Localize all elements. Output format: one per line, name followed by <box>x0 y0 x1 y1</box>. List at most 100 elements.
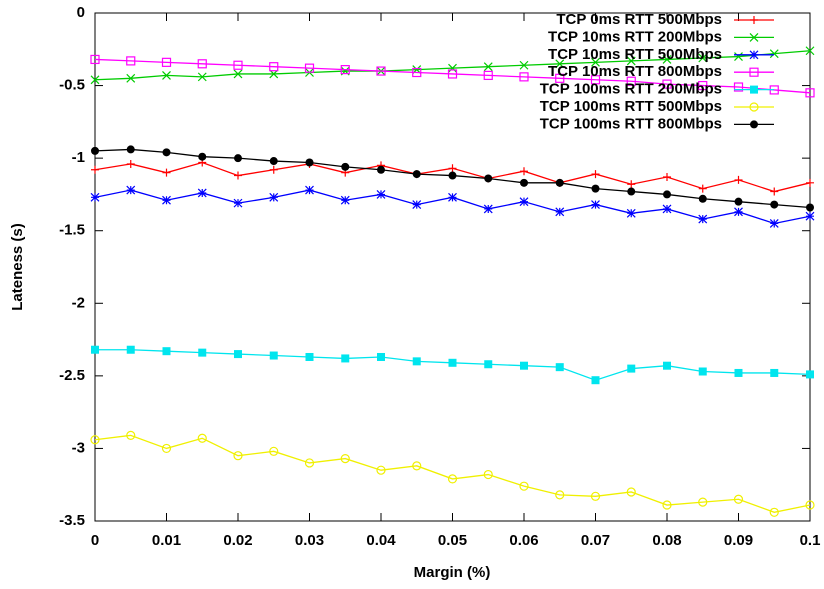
x-axis-title: Margin (%) <box>414 564 491 581</box>
marker <box>269 351 278 360</box>
marker <box>698 497 708 507</box>
marker <box>519 481 529 491</box>
marker <box>806 178 814 187</box>
marker <box>626 56 636 66</box>
marker <box>663 190 671 199</box>
legend-label: TCP 100ms RTT 500Mbps <box>540 98 722 115</box>
marker <box>412 67 422 78</box>
marker <box>734 207 743 217</box>
marker <box>305 352 314 361</box>
marker <box>591 184 600 193</box>
marker <box>376 465 386 475</box>
y-tick-label: -3.5 <box>59 512 85 529</box>
marker <box>626 76 636 86</box>
y-tick-label: -1.5 <box>59 222 85 239</box>
x-tick-label: 0.01 <box>152 532 181 549</box>
marker <box>626 208 636 218</box>
marker <box>483 62 493 72</box>
marker <box>519 60 529 70</box>
marker <box>483 70 493 81</box>
marker <box>126 73 136 83</box>
marker <box>376 190 386 199</box>
x-tick-label: 0.07 <box>581 532 610 549</box>
marker <box>234 350 242 359</box>
marker <box>341 162 350 171</box>
marker <box>162 347 171 356</box>
marker <box>698 53 708 63</box>
marker <box>627 180 636 189</box>
marker <box>662 79 672 89</box>
x-tick-label: 0.02 <box>223 532 252 549</box>
y-tick-label: -0.5 <box>59 77 85 94</box>
marker <box>769 219 779 228</box>
marker <box>234 171 242 180</box>
marker <box>377 352 385 361</box>
legend-label: TCP 100ms RTT 200Mbps <box>540 81 722 98</box>
marker <box>234 154 242 163</box>
marker <box>555 363 564 372</box>
marker <box>663 361 671 370</box>
plot-border <box>94 12 811 522</box>
marker <box>519 72 529 82</box>
marker <box>90 54 100 65</box>
legend-label: TCP 10ms RTT 200Mbps <box>548 28 722 45</box>
marker <box>483 469 493 480</box>
marker <box>591 376 600 385</box>
marker <box>698 194 707 203</box>
marker <box>126 345 135 354</box>
marker <box>590 75 601 85</box>
marker <box>484 174 493 183</box>
marker <box>591 200 600 210</box>
marker <box>698 214 708 224</box>
marker <box>770 368 779 377</box>
marker <box>626 487 636 497</box>
x-tick-label: 0.04 <box>366 532 396 549</box>
marker <box>269 446 279 456</box>
marker <box>233 60 243 70</box>
marker <box>769 507 779 517</box>
marker <box>197 59 207 69</box>
marker <box>749 67 759 77</box>
x-tick-label: 0.08 <box>652 532 681 549</box>
marker <box>749 50 759 60</box>
y-tick-label: -1 <box>72 149 85 166</box>
marker <box>591 57 600 67</box>
y-tick-label: 0 <box>77 4 85 21</box>
marker <box>197 72 207 82</box>
marker <box>233 69 243 79</box>
x-tick-label: 0.09 <box>724 532 753 549</box>
marker <box>698 184 707 193</box>
x-tick-label: 0.06 <box>509 532 538 549</box>
marker <box>698 367 707 376</box>
marker <box>412 200 422 210</box>
y-tick-label: -2.5 <box>59 367 85 384</box>
x-tick-label: 0 <box>91 532 99 549</box>
marker <box>520 167 528 176</box>
marker <box>162 168 171 177</box>
marker <box>162 148 171 157</box>
y-tick-label: -3 <box>72 439 85 456</box>
marker <box>805 46 815 56</box>
marker <box>162 195 171 205</box>
marker <box>126 159 135 168</box>
marker <box>627 364 636 373</box>
x-tick-label: 0.1 <box>800 532 821 549</box>
marker <box>304 458 315 468</box>
marker <box>269 165 278 174</box>
marker <box>162 70 171 80</box>
marker <box>448 192 457 202</box>
marker <box>750 16 758 24</box>
marker <box>412 461 422 471</box>
marker <box>806 370 814 379</box>
marker <box>126 56 136 66</box>
marker <box>769 49 779 59</box>
marker <box>304 63 315 73</box>
series-line <box>94 58 811 94</box>
marker <box>770 187 779 196</box>
marker <box>161 57 172 67</box>
marker <box>698 80 708 91</box>
marker <box>555 178 564 187</box>
marker <box>269 62 279 72</box>
